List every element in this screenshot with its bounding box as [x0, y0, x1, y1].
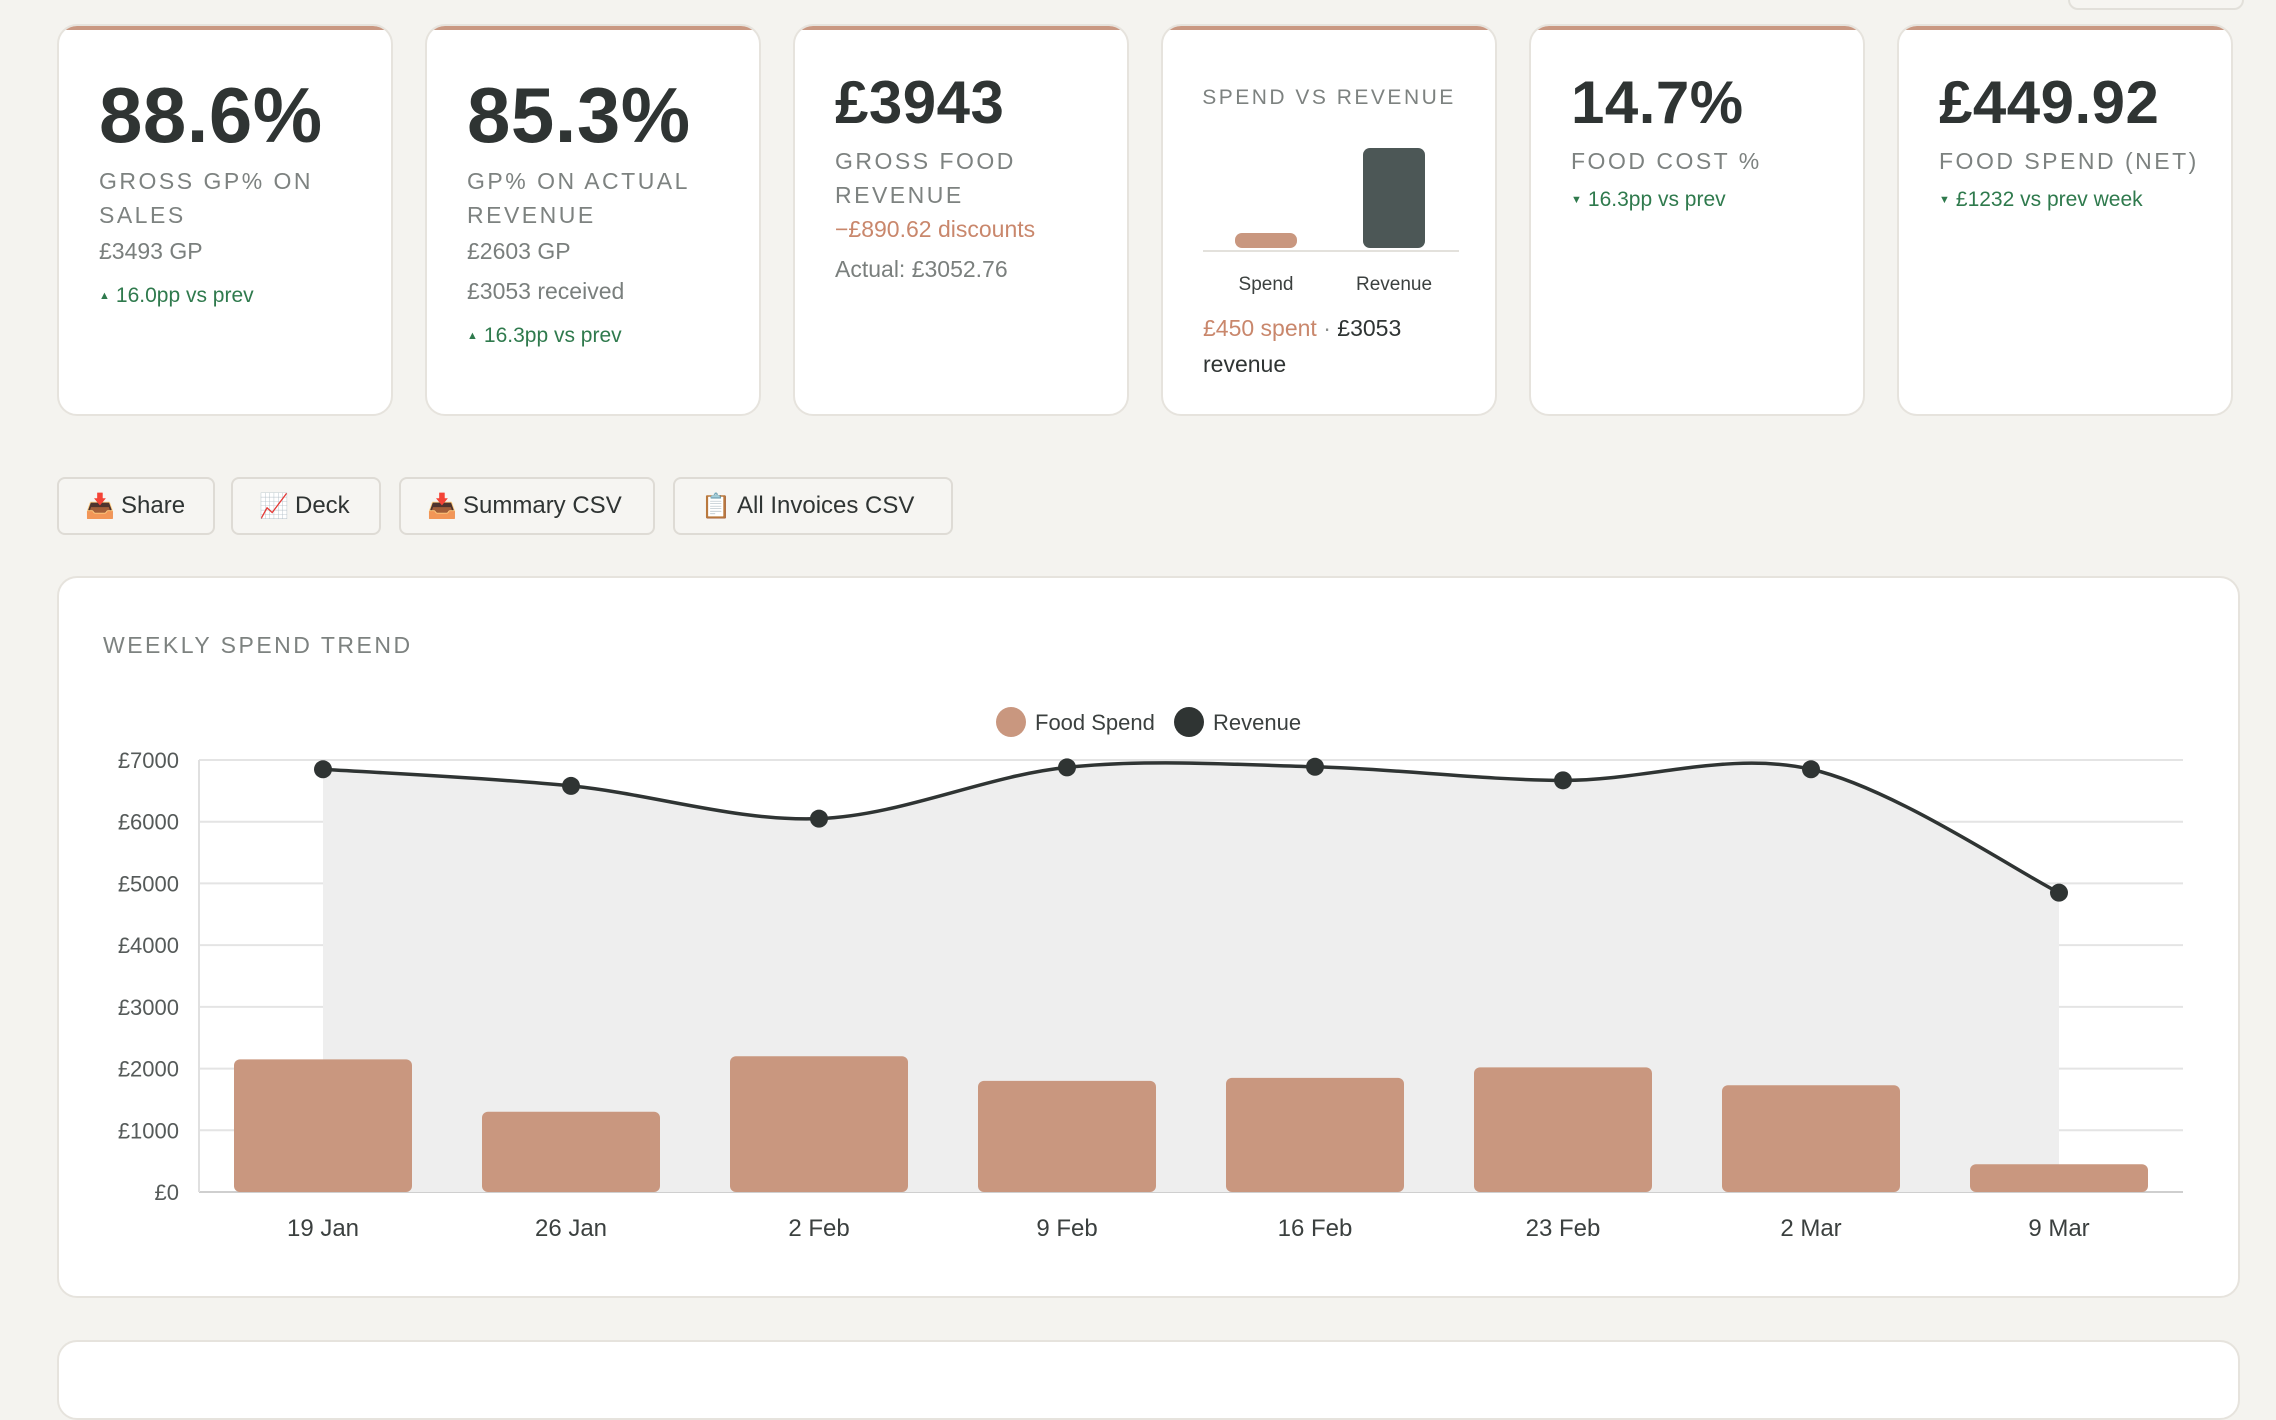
share-button-label: Share	[121, 492, 186, 519]
kpi-trend-text: £1232 vs prev week	[1955, 188, 2143, 211]
kpi-card-gross-revenue: £3943 Gross food revenue −£890.62 discou…	[793, 24, 1129, 416]
kpi-trend: ▼ 16.3pp vs prev	[1571, 188, 1726, 212]
inbox-tray-icon: 📥	[427, 492, 457, 520]
kpi-trend-text: 16.3pp vs prev	[483, 324, 622, 347]
spend-bar	[482, 1111, 660, 1192]
revenue-point	[562, 776, 580, 795]
kpi-discounts: −£890.62 discounts	[835, 216, 1036, 242]
kpi-gp-amount: £3493 GP	[99, 238, 203, 264]
kpi-label: Gross GP% on sales	[99, 168, 314, 228]
spent-amount: £450 spent	[1203, 315, 1317, 341]
kpi-card-gp-actual: 85.3% GP% on actual revenue £2603 GP £30…	[425, 24, 761, 416]
summary-csv-button-label: Summary CSV	[463, 492, 622, 519]
kpi-actual-revenue: Actual: £3052.76	[835, 256, 1008, 282]
y-tick-label: £1000	[118, 1118, 179, 1143]
kpi-value: 85.3%	[467, 71, 691, 159]
y-tick-label: £2000	[118, 1057, 179, 1082]
x-tick-label: 9 Feb	[1036, 1215, 1097, 1242]
mini-chart-axis	[1203, 250, 1459, 252]
x-tick-label: 9 Mar	[2028, 1215, 2089, 1242]
x-tick-label: 16 Feb	[1278, 1215, 1353, 1242]
legend-swatch-food-spend	[996, 707, 1026, 737]
spend-bar	[1474, 1067, 1652, 1192]
kpi-trend: ▼ £1232 vs prev week	[1939, 188, 2143, 212]
weekly-spend-trend-panel: Weekly Spend Trend £0 £1000 £2000 £3000 £400…	[57, 576, 2240, 1298]
revenue-amount: £3053 revenue	[1203, 315, 1402, 377]
revenue-point	[1306, 757, 1324, 776]
summary-csv-button[interactable]: 📥 Summary CSV	[399, 477, 655, 535]
mini-label-revenue: Revenue	[1355, 274, 1433, 295]
x-tick-label: 2 Mar	[1780, 1215, 1841, 1242]
y-tick-label: £6000	[118, 810, 179, 835]
inbox-tray-icon: 📥	[85, 492, 115, 520]
spend-bar	[1226, 1077, 1404, 1192]
separator-dot: ·	[1316, 315, 1338, 341]
deck-button-label: Deck	[295, 492, 350, 519]
clipboard-icon: 📋	[701, 492, 731, 520]
y-tick-label: £3000	[118, 995, 179, 1020]
all-invoices-csv-button[interactable]: 📋 All Invoices CSV	[673, 477, 953, 535]
kpi-trend-text: 16.3pp vs prev	[1587, 188, 1726, 211]
kpi-received-amount: £3053 received	[467, 278, 625, 304]
share-button[interactable]: 📥 Share	[57, 477, 215, 535]
spend-bar	[1722, 1085, 1900, 1192]
legend-label-food-spend: Food Spend	[1035, 710, 1155, 735]
y-tick-label: £7000	[118, 748, 179, 773]
revenue-point	[810, 809, 828, 828]
mini-label-spend: Spend	[1238, 274, 1294, 295]
kpi-value: 88.6%	[99, 71, 323, 159]
legend-swatch-revenue	[1174, 707, 1204, 737]
mini-bar-revenue	[1363, 148, 1425, 248]
revenue-point	[1554, 771, 1572, 790]
y-tick-label: £5000	[118, 871, 179, 896]
revenue-line	[322, 761, 2060, 895]
panel-title: Weekly Spend Trend	[103, 632, 413, 658]
spend-bar	[1970, 1164, 2148, 1192]
kpi-label: Food cost %	[1571, 148, 1762, 174]
kpi-card-gross-gp: 88.6% Gross GP% on sales £3493 GP ▲ 16.0p…	[57, 24, 393, 416]
trend-up-icon: ▲	[467, 330, 478, 342]
x-tick-label: 2 Feb	[788, 1215, 849, 1242]
spend-bar	[730, 1056, 908, 1192]
kpi-label: Gross food revenue	[835, 148, 1016, 208]
next-panel	[57, 1340, 2240, 1420]
trend-up-icon: ▲	[99, 290, 110, 302]
trend-down-icon: ▼	[1939, 194, 1950, 206]
kpi-label: Food spend (net)	[1939, 148, 2199, 174]
revenue-point	[314, 760, 332, 779]
spend-bar	[978, 1080, 1156, 1192]
mini-chart-title: Spend vs Revenue	[1202, 86, 1456, 109]
all-invoices-csv-button-label: All Invoices CSV	[737, 492, 915, 519]
revenue-point	[2050, 883, 2068, 902]
revenue-point	[1058, 758, 1076, 777]
kpi-card-spend-vs-revenue: Spend vs Revenue Spend Revenue £450 spen…	[1161, 24, 1497, 416]
x-tick-label: 19 Jan	[287, 1215, 359, 1242]
kpi-label: GP% on actual revenue	[467, 168, 690, 228]
deck-button[interactable]: 📈 Deck	[231, 477, 381, 535]
kpi-gp-amount: £2603 GP	[467, 238, 571, 264]
x-tick-label: 23 Feb	[1526, 1215, 1601, 1242]
mini-bar-spend	[1235, 233, 1297, 248]
kpi-trend: ▲ 16.0pp vs prev	[99, 284, 254, 308]
kpi-value: 14.7%	[1571, 69, 1744, 136]
kpi-trend-text: 16.0pp vs prev	[115, 284, 254, 307]
kpi-card-food-cost: 14.7% Food cost % ▼ 16.3pp vs prev	[1529, 24, 1865, 416]
legend-label-revenue: Revenue	[1213, 710, 1301, 735]
spend-bar	[234, 1059, 412, 1192]
trend-down-icon: ▼	[1571, 194, 1582, 206]
spend-revenue-summary: £450 spent · £3053 revenue	[1203, 310, 1463, 382]
top-right-button[interactable]	[2068, 0, 2244, 10]
kpi-value: £3943	[835, 69, 1005, 136]
chart-increasing-icon: 📈	[259, 492, 289, 520]
kpi-value: £449.92	[1939, 69, 2160, 136]
kpi-trend: ▲ 16.3pp vs prev	[467, 324, 622, 348]
y-tick-label: £4000	[118, 933, 179, 958]
revenue-point	[1802, 760, 1820, 779]
x-tick-label: 26 Jan	[535, 1215, 607, 1242]
y-tick-label: £0	[155, 1180, 179, 1205]
kpi-card-food-spend: £449.92 Food spend (net) ▼ £1232 vs prev …	[1897, 24, 2233, 416]
weekly-spend-chart: £0 £1000 £2000 £3000 £4000 £5000 £6000 £7000 19 …	[118, 707, 2183, 1242]
